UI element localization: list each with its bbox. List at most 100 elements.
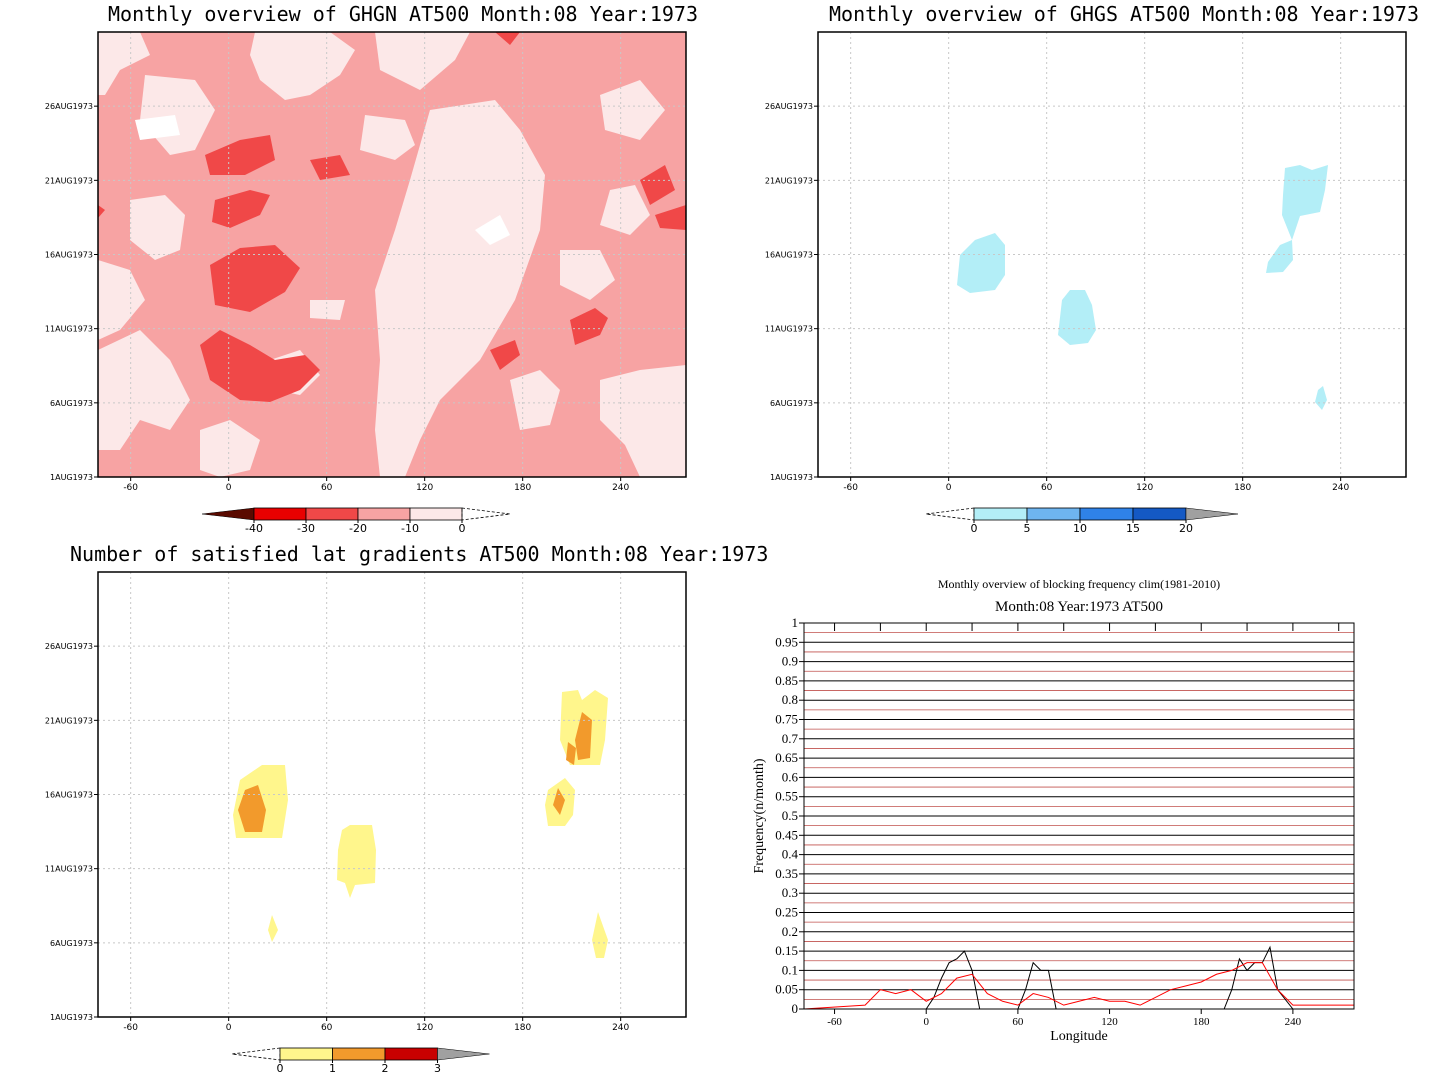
- lat-axes: -60 0 60 120 180 240 1AUG1973 6AUG1973 11AUG1973…: [45, 642, 630, 1033]
- ghgn-dark-region: [570, 308, 608, 345]
- lat-orange-region: [238, 785, 266, 832]
- freq-xlabel: Longitude: [1050, 1029, 1108, 1044]
- y-tick-label: 26AUG1973: [765, 102, 813, 111]
- x-tick-label: 60: [321, 483, 333, 493]
- ghgs-grid: [818, 32, 1406, 477]
- ghgs-colorbar: 0 5 10 15 20: [925, 507, 1239, 535]
- colorbar-label: 3: [434, 1062, 441, 1075]
- x-tick-label: 240: [612, 1023, 629, 1033]
- ghgn-dark-region: [640, 165, 675, 205]
- ghgn-light-region: [375, 100, 545, 477]
- freq-y-tick-label: 0.95: [775, 634, 798, 649]
- freq-y-tick-label: 0.85: [775, 673, 798, 688]
- ghgn-light-region: [130, 195, 185, 260]
- ghgn-dark-region: [495, 32, 520, 45]
- x-tick-label: 240: [612, 483, 629, 493]
- freq-y-tick-label: 0.1: [782, 962, 798, 977]
- freq-y-tick-label: 0.05: [775, 982, 798, 997]
- colorbar-end: [461, 507, 511, 521]
- x-tick-label: 180: [514, 483, 531, 493]
- ghgn-light-region: [98, 330, 190, 450]
- freq-y-tick-label: 0.6: [782, 769, 799, 784]
- x-tick-label: 120: [1136, 483, 1153, 493]
- ghgn-light-region: [98, 260, 145, 340]
- freq-suptitle: Monthly overview of blocking frequency c…: [938, 577, 1220, 591]
- ghgn-light-region: [600, 80, 665, 140]
- freq-y-tick-label: 1: [792, 615, 799, 630]
- colorbar-label: 20: [1179, 522, 1193, 535]
- colorbar-label: -40: [245, 522, 263, 535]
- ghgn-dark-region: [98, 205, 105, 218]
- x-tick-label: -60: [123, 1023, 138, 1033]
- y-tick-label: 21AUG1973: [45, 176, 93, 185]
- ghgn-light-region: [98, 32, 150, 95]
- ghgn-white-region: [475, 215, 510, 245]
- freq-x-tick-label: 120: [1101, 1016, 1118, 1028]
- ghgn-dark-region: [655, 205, 686, 230]
- ghgs-blob: [1282, 165, 1328, 240]
- freq-y-tick-label: 0.35: [775, 866, 798, 881]
- freq-y-tick-label: 0.4: [782, 847, 799, 862]
- y-tick-label: 1AUG1973: [770, 473, 813, 482]
- x-tick-label: -60: [123, 483, 138, 493]
- freq-y-tick-label: 0.65: [775, 750, 798, 765]
- x-tick-label: 0: [226, 483, 232, 493]
- x-tick-label: 0: [946, 483, 952, 493]
- x-tick-label: 120: [416, 483, 433, 493]
- y-tick-label: 1AUG1973: [50, 473, 93, 482]
- colorbar-label: 15: [1126, 522, 1140, 535]
- lat-grid: [98, 572, 686, 1017]
- colorbar-end: [1185, 507, 1239, 521]
- ghgn-light-region: [200, 420, 260, 477]
- freq-grid: [804, 622, 1354, 1000]
- lat-yellow-region: [592, 912, 608, 958]
- lat-field: [233, 690, 608, 958]
- freq-y-tick-label: 0: [792, 1001, 799, 1016]
- ghgn-grid: [98, 32, 686, 477]
- lat-title: Number of satisfied lat gradients AT500 …: [70, 542, 769, 566]
- ghgs-chart: -60 0 60 120 180 240 1AUG1973 6AUG1973 11AUG1973…: [765, 31, 1407, 535]
- freq-y-tick-label: 0.45: [775, 827, 798, 842]
- lat-orange-region: [553, 788, 565, 815]
- freq-y-tick-label: 0.55: [775, 789, 798, 804]
- freq-title: Month:08 Year:1973 AT500: [995, 599, 1163, 615]
- y-tick-label: 26AUG1973: [45, 102, 93, 111]
- x-tick-label: 240: [1332, 483, 1349, 493]
- lat-colorbar: 0 1 2 3: [231, 1047, 490, 1075]
- freq-y-tick-label: 0.9: [782, 654, 798, 669]
- colorbar-label: -20: [349, 522, 367, 535]
- y-tick-label: 6AUG1973: [50, 939, 93, 948]
- freq-y-tick-label: 0.8: [782, 692, 798, 707]
- ghgn-light-region: [250, 32, 355, 100]
- ghgs-blob: [1266, 240, 1293, 273]
- ghgn-light-region: [600, 365, 686, 477]
- y-tick-label: 6AUG1973: [770, 399, 813, 408]
- x-tick-label: 180: [514, 1023, 531, 1033]
- lat-chart: -60 0 60 120 180 2401AUG19736AUG197311AUG1973…: [45, 571, 687, 1075]
- freq-series-line: [803, 962, 1354, 1010]
- ghgs-blob: [957, 233, 1005, 293]
- ghgn-white-region: [135, 115, 180, 140]
- colorbar-label: 1: [329, 1062, 336, 1075]
- freq-lines: [803, 945, 1354, 1010]
- y-tick-label: 16AUG1973: [765, 251, 813, 260]
- lat-orange-region: [566, 742, 576, 765]
- ghgn-dark-region: [200, 330, 320, 402]
- ghgn-light-region: [360, 115, 415, 160]
- freq-y-tick-label: 0.75: [775, 712, 798, 727]
- freq-x-tick-label: 180: [1193, 1016, 1210, 1028]
- freq-x-tick-label: 0: [923, 1016, 929, 1028]
- ghgs-field: [957, 165, 1328, 410]
- ghgn-dark-region: [212, 190, 270, 228]
- ghgs-title: Monthly overview of GHGS AT500 Month:08 …: [829, 2, 1420, 26]
- y-tick-label: 26AUG1973: [45, 642, 93, 651]
- lat-yellow-region: [337, 825, 376, 898]
- y-tick-label: 16AUG1973: [45, 791, 93, 800]
- y-tick-label: 11AUG1973: [765, 325, 813, 334]
- ghgn-light-region: [600, 185, 650, 235]
- colorbar-label: 5: [1024, 522, 1031, 535]
- colorbar-label: 0: [971, 522, 978, 535]
- freq-y-tick-label: 0.3: [782, 885, 798, 900]
- y-tick-label: 1AUG1973: [50, 1013, 93, 1022]
